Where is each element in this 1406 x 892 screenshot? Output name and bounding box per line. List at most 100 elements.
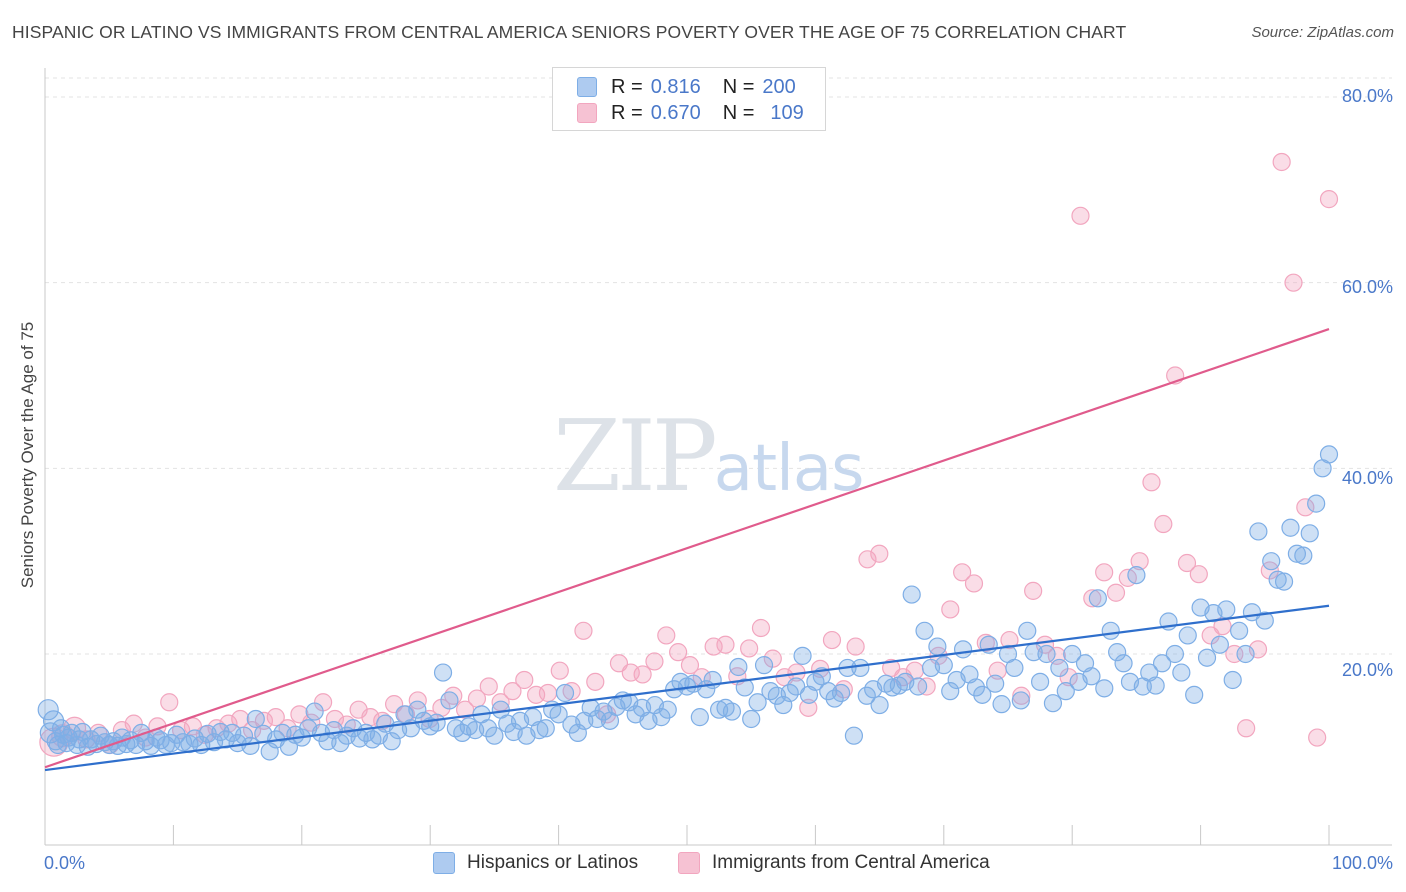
x-axis-min-label: 0.0% <box>44 853 86 873</box>
data-point-hispanic <box>1236 644 1255 664</box>
legend-item-central-america[interactable]: Immigrants from Central America <box>678 852 990 874</box>
data-point-hispanic <box>902 585 921 604</box>
data-point-hispanic <box>934 656 953 675</box>
data-point-hispanic <box>742 709 761 729</box>
data-point-central-america <box>1130 552 1149 571</box>
series-legend: Hispanics or Latinos Immigrants from Cen… <box>0 851 1406 877</box>
data-point-central-america <box>1189 565 1208 584</box>
data-point-central-america <box>538 683 558 703</box>
data-point-hispanic <box>1268 570 1287 589</box>
data-point-hispanic <box>729 657 748 677</box>
data-point-hispanic <box>331 734 350 753</box>
data-point-hispanic <box>1262 552 1281 571</box>
data-point-central-america <box>657 626 676 645</box>
data-point-hispanic <box>1114 654 1133 673</box>
data-point-central-america <box>669 643 688 662</box>
data-point-central-america <box>1237 719 1256 738</box>
data-point-central-america <box>1296 498 1315 517</box>
data-point-hispanic <box>1108 643 1127 662</box>
data-point-hispanic <box>1011 691 1030 710</box>
data-point-central-america <box>1260 561 1279 580</box>
data-point-hispanic <box>1197 648 1217 667</box>
n-value: 200 <box>762 75 796 98</box>
chart-title: HISPANIC OR LATINO VS IMMIGRANTS FROM CE… <box>12 22 1127 42</box>
data-point-central-america <box>266 708 285 727</box>
r-value: 0.816 <box>650 75 701 98</box>
data-point-hispanic <box>485 726 504 745</box>
data-point-central-america <box>562 682 581 701</box>
data-point-hispanic <box>787 677 806 696</box>
data-point-hispanic <box>1088 589 1107 608</box>
legend-row-central-america: R = 0.670 N = 109 <box>577 100 804 126</box>
data-point-central-america <box>574 621 593 640</box>
data-point-hispanic <box>1255 611 1274 630</box>
data-point-hispanic <box>928 637 947 656</box>
data-point-hispanic <box>1043 694 1063 713</box>
data-point-hispanic <box>1050 658 1069 678</box>
data-point-hispanic <box>536 719 555 738</box>
data-point-hispanic <box>549 705 568 724</box>
legend-label: Immigrants from Central America <box>712 852 990 873</box>
data-point-central-america <box>479 677 498 696</box>
y-tick-label: 60.0% <box>1341 277 1393 297</box>
data-point-central-america <box>1059 668 1078 687</box>
data-point-hispanic <box>1307 494 1326 513</box>
trend-line-central-america <box>44 328 1330 769</box>
data-point-hispanic <box>915 621 934 640</box>
data-point-hispanic <box>992 695 1011 714</box>
legend-swatch-blue <box>433 852 455 874</box>
data-point-hispanic <box>844 726 864 745</box>
r-label: R = <box>611 101 643 124</box>
data-point-central-america <box>740 639 759 658</box>
data-point-hispanic <box>1037 644 1056 664</box>
data-point-hispanic <box>1063 644 1082 664</box>
data-point-hispanic <box>1230 621 1249 640</box>
data-point-hispanic <box>1172 663 1191 682</box>
data-point-central-america <box>1177 553 1197 573</box>
data-point-hispanic <box>722 702 742 721</box>
source-label: Source: ZipAtlas.com <box>1251 24 1394 41</box>
data-point-hispanic <box>478 719 498 738</box>
data-point-hispanic <box>1127 565 1146 585</box>
data-point-hispanic <box>382 732 401 751</box>
data-point-central-america <box>1272 152 1291 172</box>
data-point-hispanic <box>793 646 812 665</box>
data-point-central-america <box>1012 686 1031 705</box>
n-value: 109 <box>770 101 804 124</box>
data-point-hispanic <box>973 685 992 704</box>
y-axis-title: Seniors Poverty Over the Age of 75 <box>18 321 37 589</box>
legend-item-hispanic[interactable]: Hispanics or Latinos <box>433 852 638 874</box>
data-point-hispanic <box>530 721 549 740</box>
data-point-hispanic <box>246 709 265 729</box>
r-value: 0.670 <box>650 101 701 124</box>
data-point-hispanic <box>440 691 459 710</box>
data-point-hispanic <box>241 736 260 756</box>
data-point-hispanic <box>408 700 427 719</box>
data-point-hispanic <box>690 708 709 727</box>
data-point-central-america <box>870 544 889 563</box>
data-point-hispanic <box>1146 676 1165 695</box>
data-point-hispanic <box>953 640 973 659</box>
data-point-central-america <box>953 563 972 582</box>
data-point-hispanic <box>1287 544 1307 563</box>
data-point-hispanic <box>1300 524 1319 543</box>
data-point-hispanic <box>658 700 677 719</box>
y-tick-label: 80.0% <box>1341 86 1393 106</box>
data-point-hispanic <box>1005 658 1024 678</box>
data-point-hispanic <box>754 656 774 675</box>
data-point-hispanic <box>652 708 671 727</box>
data-point-hispanic <box>1018 621 1037 640</box>
data-point-central-america <box>1201 626 1220 645</box>
data-point-hispanic <box>909 677 928 696</box>
data-point-hispanic <box>831 683 851 703</box>
data-point-central-america <box>373 711 392 730</box>
data-point-central-america <box>964 574 984 593</box>
data-point-hispanic <box>986 674 1005 693</box>
data-point-central-america <box>751 618 771 638</box>
data-point-hispanic <box>167 725 186 744</box>
y-tick-label: 20.0% <box>1341 660 1393 680</box>
data-point-central-america <box>503 682 522 701</box>
data-point-central-america <box>1284 273 1303 292</box>
data-point-central-america <box>799 698 818 717</box>
data-point-central-america <box>1024 581 1043 600</box>
